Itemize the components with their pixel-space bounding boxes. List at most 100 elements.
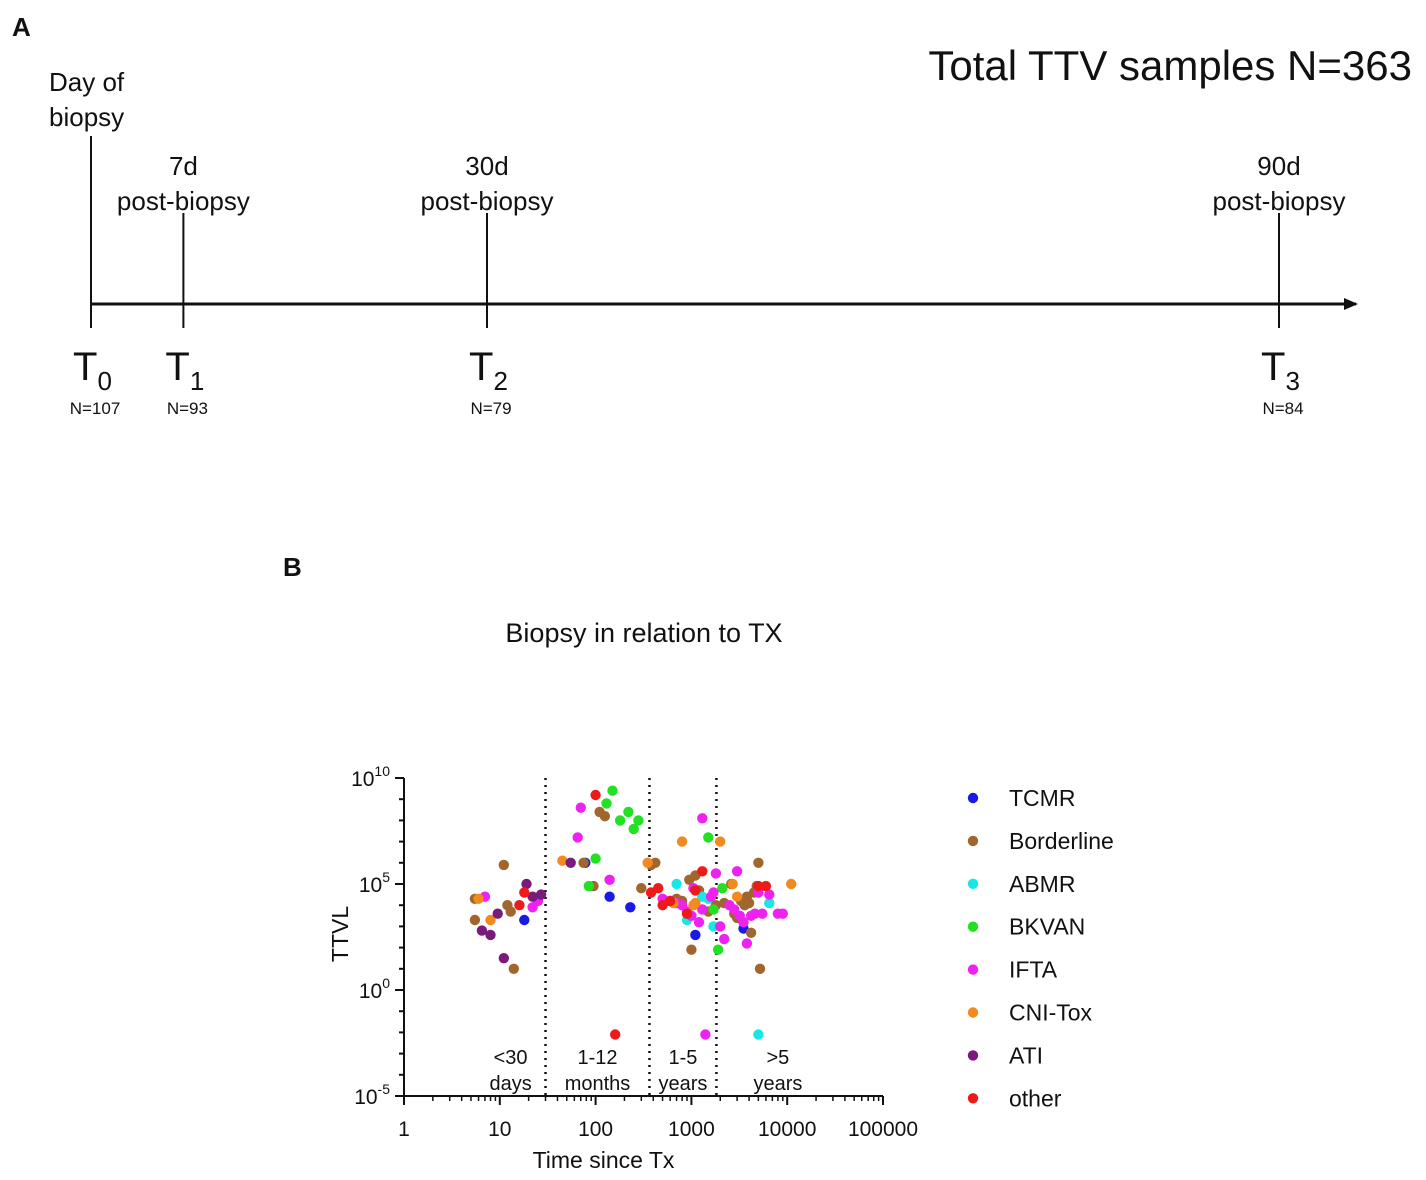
y-tick-exponent: 0 xyxy=(382,975,390,991)
panel-a-letter: A xyxy=(12,12,31,42)
panel-b-letter: B xyxy=(283,552,302,582)
data-point-borderline xyxy=(753,857,764,868)
data-point-other xyxy=(760,880,772,892)
chart-legend: TCMR Borderline ABMR BKVAN IFTA CNI-Tox ATI oth… xyxy=(967,785,1114,1111)
data-point-tcmr xyxy=(604,891,615,902)
timepoint-2: 30d post-biopsy T2 N=79 xyxy=(421,151,554,418)
data-point-cni-tox xyxy=(786,878,797,890)
data-point-borderline xyxy=(578,857,589,868)
data-point-ifta xyxy=(741,938,753,949)
y-tick-base: 10 xyxy=(359,874,382,897)
data-point-borderline xyxy=(599,811,611,822)
timepoint-1: 7d post-biopsy T1 N=93 xyxy=(117,151,250,418)
data-point-ati xyxy=(565,857,576,868)
data-point-bkvan xyxy=(717,883,728,894)
data-point-ifta xyxy=(572,832,583,843)
period-label-line1: 1-5 xyxy=(668,1047,697,1069)
timepoint-desc-line: post-biopsy xyxy=(421,186,554,216)
timepoint-label-sub: 0 xyxy=(97,366,111,396)
data-point-other xyxy=(653,883,664,894)
x-axis-label: Time since Tx xyxy=(533,1147,675,1173)
timepoint-label-main: T xyxy=(73,345,97,389)
timepoint-desc-line: 30d xyxy=(465,151,508,181)
period-label-line2: months xyxy=(565,1073,631,1095)
data-point-other xyxy=(514,900,525,911)
legend-label: BKVAN xyxy=(1009,914,1085,940)
data-point-ifta xyxy=(719,933,730,945)
data-point-cni-tox xyxy=(642,857,653,868)
legend-label: other xyxy=(1009,1085,1062,1111)
panel-b: B Biopsy in relation to TX 101010510010-… xyxy=(283,552,1114,1173)
data-point-bkvan xyxy=(708,904,719,915)
x-tick-label: 10 xyxy=(488,1118,511,1141)
data-point-borderline xyxy=(686,944,697,955)
legend-item-ati: ATI xyxy=(967,1042,1043,1068)
data-point-bkvan xyxy=(614,815,626,826)
timepoint-label-sub: 3 xyxy=(1285,366,1299,396)
data-point-borderline xyxy=(636,883,647,894)
data-point-bkvan xyxy=(607,785,618,796)
data-point-bkvan xyxy=(633,815,644,826)
timepoint-desc-line: 90d xyxy=(1257,151,1300,181)
legend-item-other: other xyxy=(967,1085,1062,1111)
y-tick-label: 1010 xyxy=(351,763,390,791)
legend-marker xyxy=(967,878,979,889)
y-tick-label: 10-5 xyxy=(354,1081,390,1109)
data-point-cni-tox xyxy=(485,914,496,926)
data-point-cni-tox xyxy=(715,836,726,847)
timepoint-label-main: T xyxy=(469,345,493,389)
x-tick-label: 10000 xyxy=(758,1118,816,1141)
legend-label: CNI-Tox xyxy=(1009,1000,1093,1026)
y-tick-exponent: 10 xyxy=(374,763,390,779)
data-point-other xyxy=(590,789,601,801)
data-point-ifta xyxy=(749,908,761,919)
data-point-borderline xyxy=(505,906,516,917)
data-point-borderline xyxy=(743,897,755,909)
data-point-borderline xyxy=(469,914,481,926)
legend-item-cni-tox: CNI-Tox xyxy=(967,1000,1093,1026)
data-point-abmr xyxy=(671,878,682,890)
panel-a: A Total TTV samples N=363 Day ofbiopsyT0… xyxy=(12,12,1412,418)
timepoint-label-sub: 1 xyxy=(190,366,204,396)
timepoint-label: T0 xyxy=(73,345,112,396)
timepoint-count: N=107 xyxy=(70,399,121,418)
timepoint-label: T1 xyxy=(165,345,204,396)
data-point-ifta xyxy=(575,802,586,813)
data-point-ifta xyxy=(697,904,708,915)
data-point-abmr xyxy=(753,1029,764,1040)
legend-marker xyxy=(967,964,979,975)
data-point-ifta xyxy=(715,921,726,932)
data-point-other xyxy=(681,908,693,919)
legend-item-bkvan: BKVAN xyxy=(967,914,1085,940)
timepoint-label-main: T xyxy=(1261,345,1285,389)
data-point-cni-tox xyxy=(690,897,701,909)
timepoint-label-main: T xyxy=(165,345,189,389)
y-tick-label: 100 xyxy=(359,975,390,1003)
data-point-abmr xyxy=(764,897,775,909)
data-point-ati xyxy=(485,929,496,941)
period-label-line2: days xyxy=(489,1073,531,1095)
y-tick-exponent: 5 xyxy=(382,869,390,885)
timepoint-3: 90d post-biopsy T3 N=84 xyxy=(1213,151,1346,418)
timepoint-desc-line: biopsy xyxy=(49,102,124,132)
timepoint-desc-line: post-biopsy xyxy=(1213,186,1346,216)
data-point-borderline xyxy=(754,963,766,974)
timepoint-label: T3 xyxy=(1261,345,1300,396)
timepoint-label-sub: 2 xyxy=(493,366,507,396)
data-point-other xyxy=(664,895,676,907)
data-point-bkvan xyxy=(590,853,601,864)
data-point-other xyxy=(690,885,701,896)
data-point-ifta xyxy=(710,868,722,879)
legend-marker xyxy=(967,921,979,932)
data-point-ati xyxy=(476,925,488,936)
y-tick-base: 10 xyxy=(354,1086,377,1109)
legend-marker xyxy=(967,1050,979,1061)
data-point-borderline xyxy=(745,927,757,938)
data-point-borderline xyxy=(508,963,519,974)
data-point-ati xyxy=(535,889,547,900)
timeline-points: Day ofbiopsyT0N=1077dpost-biopsyT1N=9330… xyxy=(49,67,1345,418)
legend-item-abmr: ABMR xyxy=(967,871,1075,897)
legend-label: Borderline xyxy=(1009,828,1114,854)
x-tick-label: 100 xyxy=(578,1118,613,1141)
